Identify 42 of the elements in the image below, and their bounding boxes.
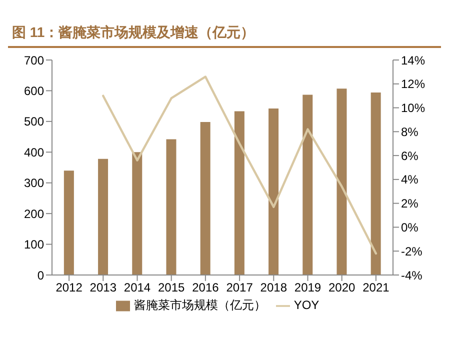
y2-tick-label: 2%: [401, 196, 419, 211]
y2-tick-label: 14%: [401, 53, 426, 68]
y2-tick-label: 0%: [401, 220, 419, 234]
bar: [268, 108, 279, 275]
y2-tick-label: 8%: [401, 124, 419, 139]
y2-tick-label: 12%: [401, 77, 426, 92]
x-tick-label: 2020: [328, 280, 356, 295]
y2-tick-label: -4%: [401, 268, 423, 282]
bar: [370, 92, 381, 275]
x-tick-label: 2016: [192, 280, 220, 295]
legend-label: YOY: [294, 298, 320, 312]
y-tick-label: 0: [37, 268, 44, 282]
bar: [200, 122, 210, 275]
y2-tick-label: 6%: [401, 148, 419, 163]
y2-tick-label: 4%: [401, 172, 419, 187]
x-tick-label: 2017: [226, 280, 254, 295]
x-tick-label: 2013: [90, 280, 117, 295]
line-series: [102, 76, 378, 255]
x-tick-label: 2018: [260, 280, 288, 295]
bar: [166, 139, 176, 275]
x-tick-label: 2015: [158, 280, 186, 295]
bar: [98, 158, 108, 275]
y-tick-label: 300: [24, 176, 44, 190]
y-tick-label: 200: [24, 206, 44, 221]
bar: [234, 111, 244, 275]
x-tick-label: 2012: [56, 280, 83, 295]
y2-tick-label: 10%: [401, 101, 426, 116]
y-tick-label: 500: [24, 114, 44, 129]
y-tick-label: 100: [24, 238, 44, 252]
y-tick-label: 400: [24, 145, 44, 160]
bar: [302, 94, 313, 275]
y-tick-label: 700: [24, 53, 44, 68]
y-tick-label: 600: [24, 84, 44, 98]
bar: [336, 88, 347, 275]
x-tick-label: 2019: [294, 280, 322, 295]
bar: [64, 170, 74, 275]
bar: [132, 152, 142, 275]
y2-tick-label: -2%: [401, 244, 423, 258]
x-tick-label: 2014: [124, 280, 151, 295]
legend-label: 酱腌菜市场规模（亿元）: [134, 298, 266, 312]
chart-title: 图 11：酱腌菜市场规模及增速（亿元）: [8, 8, 441, 48]
x-tick-label: 2021: [362, 280, 390, 295]
